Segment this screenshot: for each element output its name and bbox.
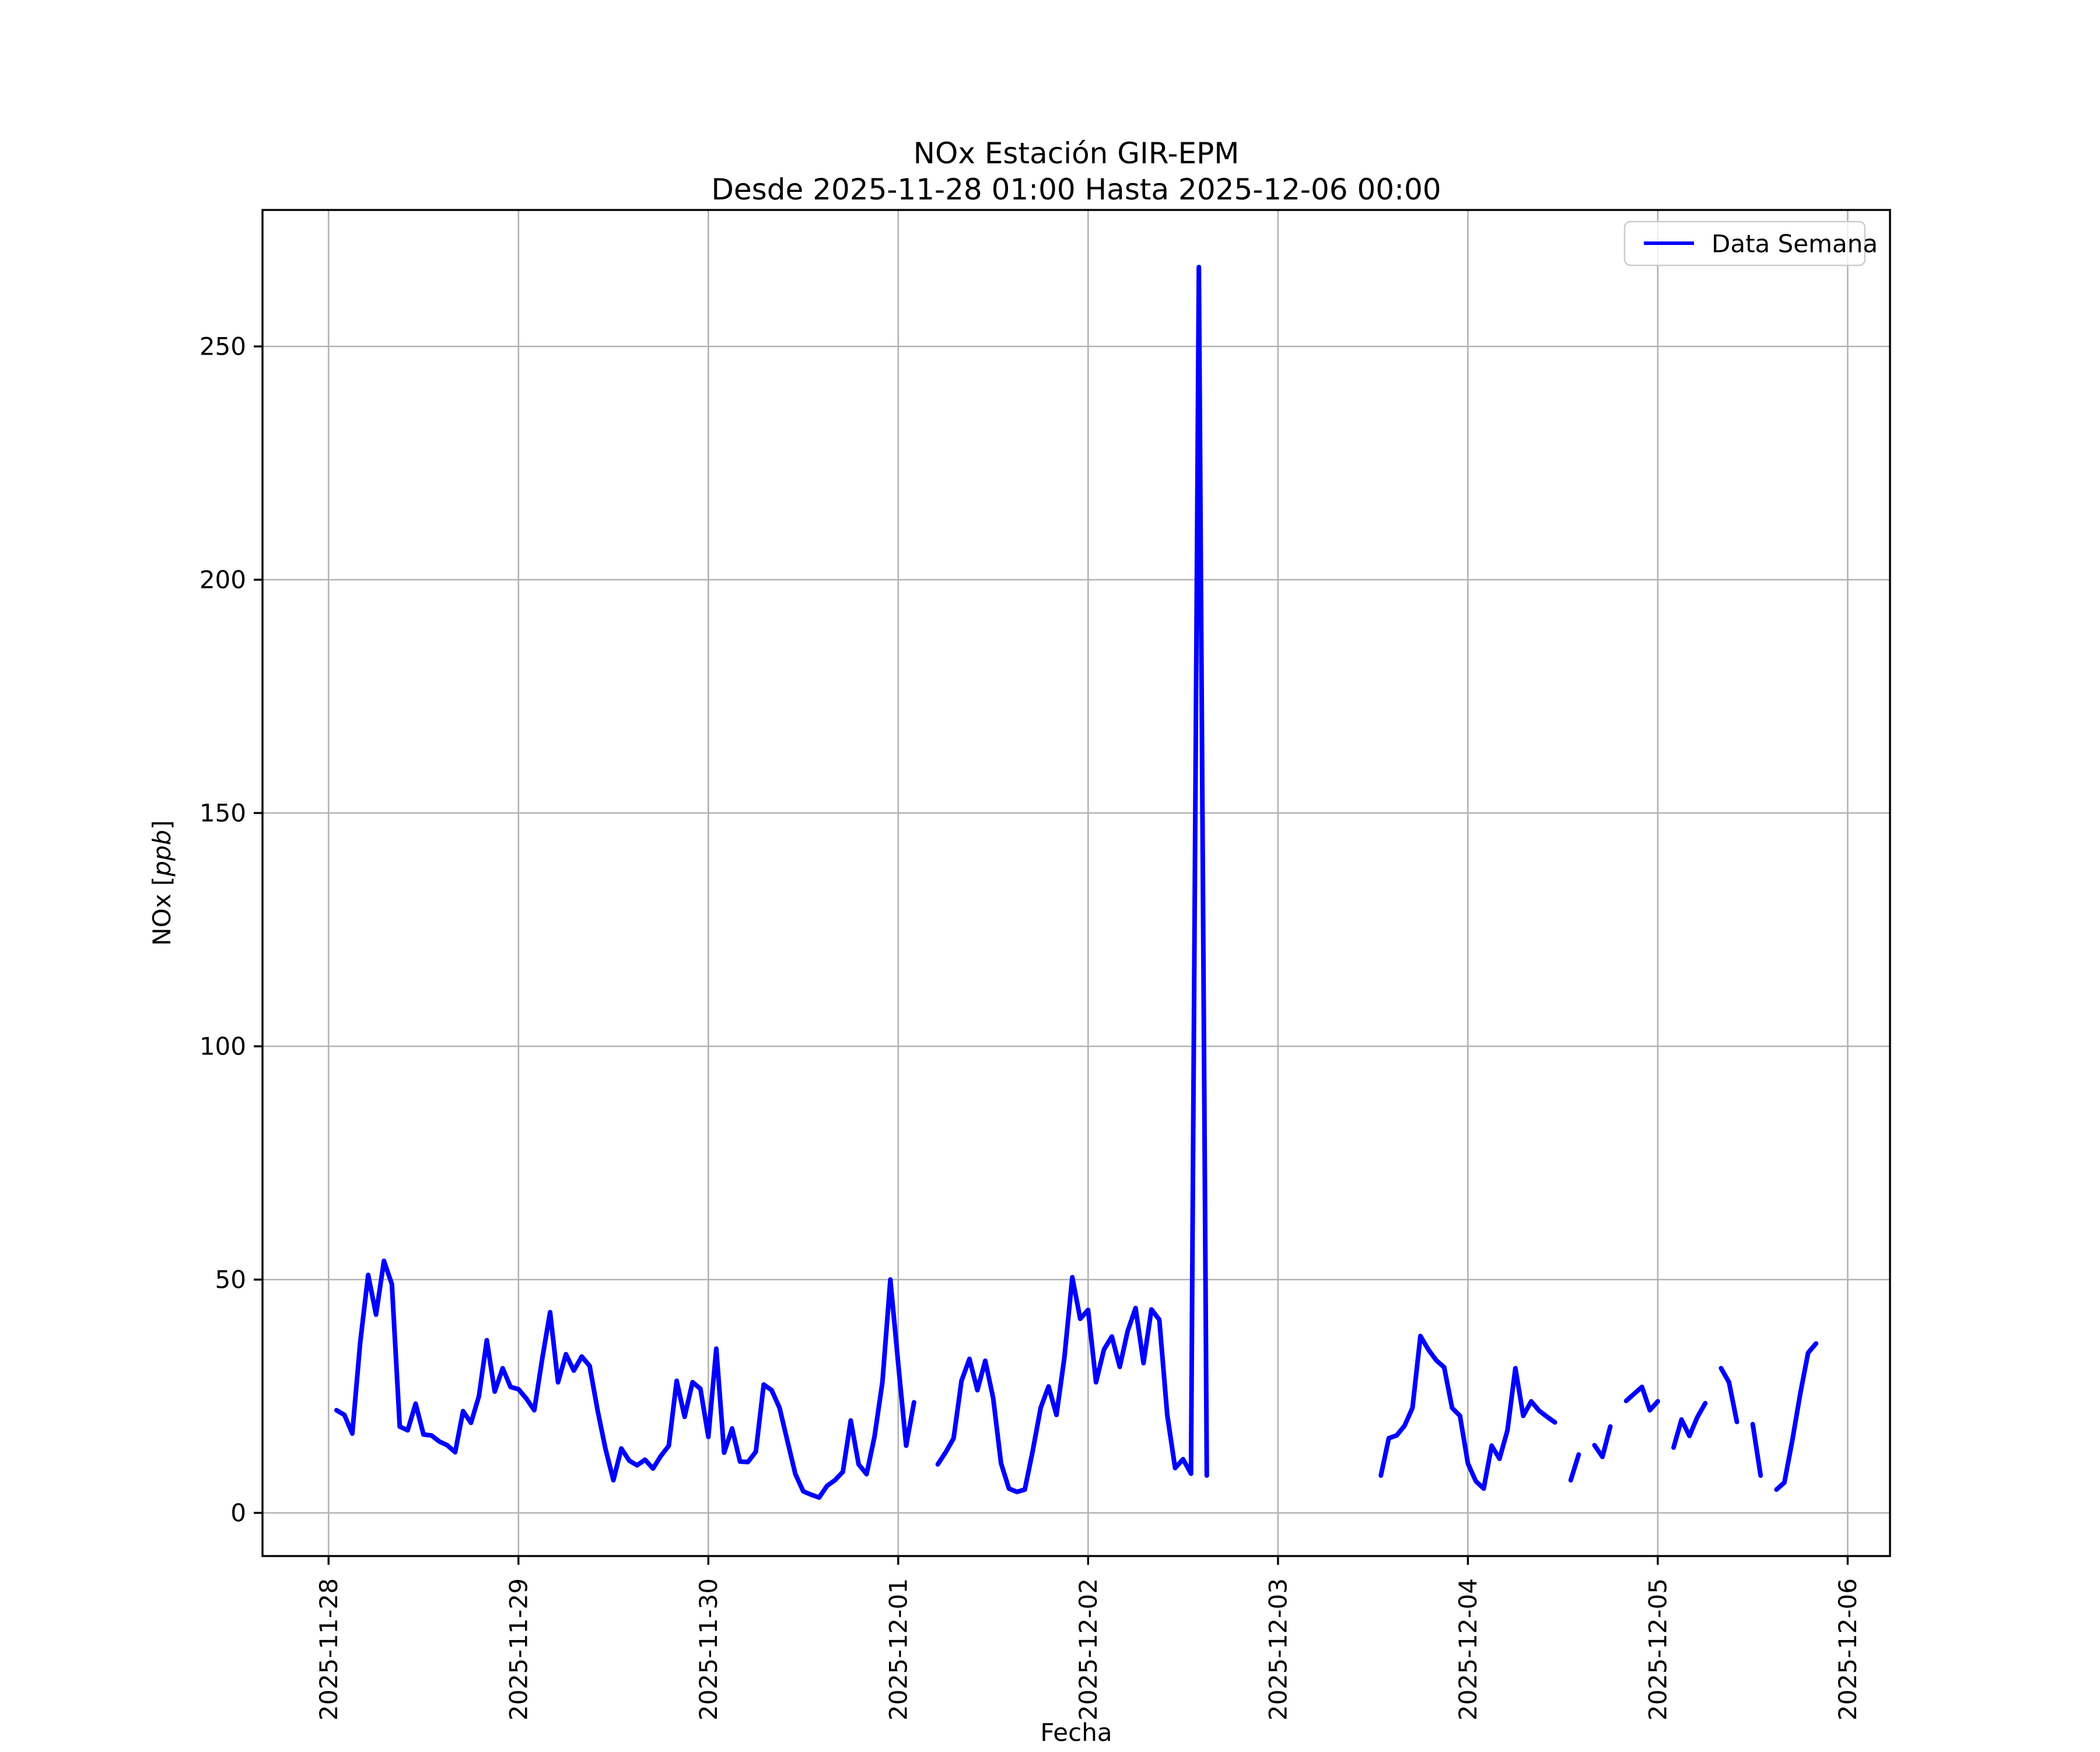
axis-ticks	[254, 345, 1849, 1565]
y-tick-label: 150	[200, 799, 246, 828]
y-tick-label: 100	[200, 1032, 246, 1061]
legend-box	[1623, 220, 1866, 267]
x-tick-label: 2025-11-29	[504, 1578, 533, 1721]
axes-spines	[261, 209, 1891, 1557]
series-line	[1378, 1333, 1558, 1491]
x-tick-label: 2025-12-02	[1074, 1578, 1102, 1721]
grid-lines	[262, 210, 1890, 1556]
x-axis-label: Fecha	[1040, 1718, 1112, 1747]
series-line	[1718, 1366, 1740, 1424]
series-line	[1568, 1452, 1581, 1483]
y-tick-label: 200	[200, 566, 246, 594]
y-tick-label: 0	[230, 1499, 246, 1527]
x-tick-label: 2025-11-28	[314, 1578, 343, 1721]
series-line	[1592, 1424, 1613, 1459]
y-tick-label: 250	[200, 332, 246, 361]
x-tick-label: 2025-12-01	[884, 1578, 912, 1721]
x-tick-label: 2025-12-04	[1454, 1578, 1482, 1721]
data-series	[334, 265, 1819, 1500]
axes-frame	[261, 209, 1891, 1557]
x-tick-label: 2025-12-06	[1833, 1578, 1862, 1721]
chart-title: NOx Estación GIR-EPM	[914, 136, 1240, 170]
x-tick-label: 2025-12-03	[1264, 1578, 1292, 1721]
x-tick-label: 2025-12-05	[1643, 1578, 1672, 1721]
series-line	[935, 265, 1209, 1494]
legend-label: Data Semana	[1712, 230, 1878, 258]
axis-tick-labels: 2025-11-28 2025-11-29 2025-11-30 2025-12-01…	[200, 332, 1862, 1721]
series-line	[1623, 1385, 1660, 1413]
series-line	[1750, 1422, 1763, 1478]
series-line	[334, 1259, 916, 1500]
series-line	[1671, 1401, 1708, 1450]
chart-subtitle: Desde 2025-11-28 01:00 Hasta 2025-12-06 …	[711, 173, 1441, 206]
y-tick-label: 50	[215, 1266, 246, 1294]
y-axis-label: NOx [ppb]	[148, 820, 176, 945]
series-line	[1774, 1341, 1819, 1492]
x-tick-label: 2025-11-30	[694, 1578, 723, 1721]
legend: Data Semana	[1623, 220, 1878, 267]
